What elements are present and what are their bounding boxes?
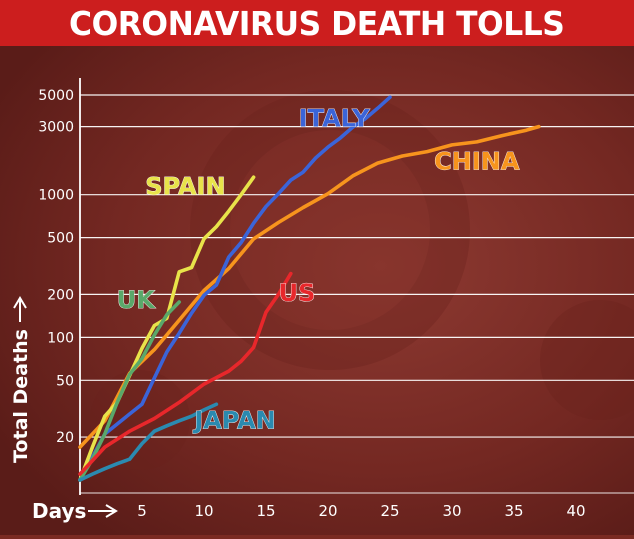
y-axis-arrow-icon: [13, 296, 27, 322]
plot-background: [0, 46, 634, 535]
series-line-japan: [78, 402, 219, 482]
y-tick-label: 100: [47, 330, 74, 346]
series-line-uk: [78, 300, 181, 482]
axis-titles: Days Total Deaths: [10, 296, 118, 523]
y-tick-label: 50: [56, 373, 74, 389]
series-labels: CHINA ITALY SPAIN UK US JAPAN: [116, 104, 520, 435]
y-tick-label: 1000: [38, 188, 74, 204]
x-tick-label: 20: [318, 502, 337, 520]
series-label-china: CHINA: [434, 148, 520, 176]
series-line-us: [78, 271, 293, 476]
x-axis-label: Days: [32, 499, 86, 523]
y-axis-label: Total Deaths: [10, 329, 32, 463]
x-tick-label: 25: [380, 502, 399, 520]
x-tick-label: 10: [194, 502, 213, 520]
series-label-spain: SPAIN: [145, 173, 225, 201]
x-tick-label: 40: [566, 502, 585, 520]
series-line-china: [78, 124, 541, 449]
x-axis-arrow-icon: [88, 504, 118, 518]
series-lines: [78, 95, 541, 482]
x-tick-label: 30: [442, 502, 461, 520]
series-label-italy: ITALY: [299, 105, 371, 133]
series-label-japan: JAPAN: [192, 406, 276, 434]
title-banner: CORONAVIRUS DEATH TOLLS: [0, 0, 634, 46]
series-label-us: US: [279, 279, 316, 307]
line-chart: 20 50 100 200 500 1000 3000 5000 5 10 15 20 25 30 35 40…: [0, 46, 634, 535]
chart-title: CORONAVIRUS DEATH TOLLS: [69, 3, 565, 43]
x-tick-label: 35: [504, 502, 523, 520]
y-tick-label: 500: [47, 231, 74, 247]
chart-area: 20 50 100 200 500 1000 3000 5000 5 10 15 20 25 30 35 40…: [0, 46, 634, 535]
virus-decoration: [90, 90, 634, 470]
x-tick-label: 15: [256, 502, 275, 520]
y-tick-label: 20: [56, 430, 74, 446]
series-label-uk: UK: [117, 286, 156, 314]
y-tick-label: 200: [47, 287, 74, 303]
axes: 20 50 100 200 500 1000 3000 5000 5 10 15 20 25 30 35 40: [38, 78, 634, 520]
series-line-italy: [78, 95, 392, 482]
x-tick-label: 5: [137, 502, 147, 520]
series-line-spain: [78, 175, 256, 482]
y-tick-label: 5000: [38, 88, 74, 104]
y-tick-label: 3000: [38, 120, 74, 136]
